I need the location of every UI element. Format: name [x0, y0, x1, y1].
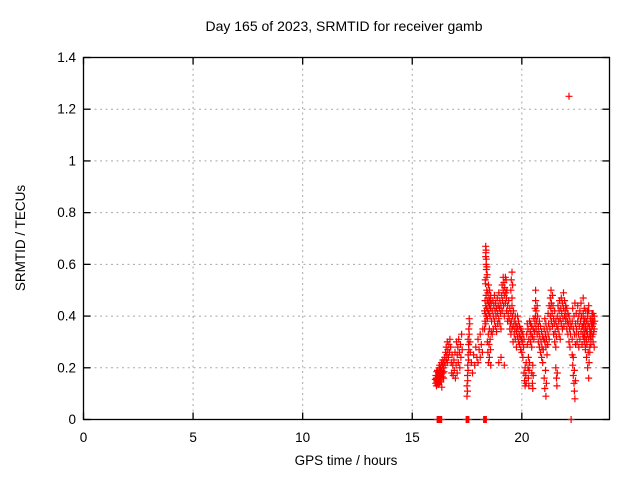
y-tick-label: 0.8	[57, 205, 76, 220]
x-axis-label: GPS time / hours	[295, 453, 398, 468]
x-tick-label: 0	[80, 430, 88, 445]
tick-labels: 0 5 10 15 20 0 0.2 0.4 0.6 0.8 1 1.2 1.4	[57, 50, 529, 445]
x-tick-label: 20	[514, 430, 529, 445]
x-tick-label: 15	[405, 430, 420, 445]
y-axis-label: SRMTID / TECUs	[13, 185, 28, 292]
y-tick-label: 0.2	[57, 360, 76, 375]
plot-border	[82, 56, 611, 421]
y-tick-label: 0.4	[57, 309, 76, 324]
data-points-layer	[431, 92, 599, 423]
chart-title: Day 165 of 2023, SRMTID for receiver gam…	[205, 18, 482, 34]
series-SRMTID-points	[431, 92, 599, 423]
y-tick-label: 1	[68, 153, 76, 168]
y-tick-label: 1.4	[57, 50, 76, 65]
x-tick-label: 10	[295, 430, 310, 445]
tick-marks	[82, 56, 610, 421]
y-tick-label: 0.6	[57, 257, 76, 272]
y-tick-label: 1.2	[57, 102, 76, 117]
y-tick-label: 0	[68, 412, 76, 427]
x-tick-label: 5	[189, 430, 197, 445]
